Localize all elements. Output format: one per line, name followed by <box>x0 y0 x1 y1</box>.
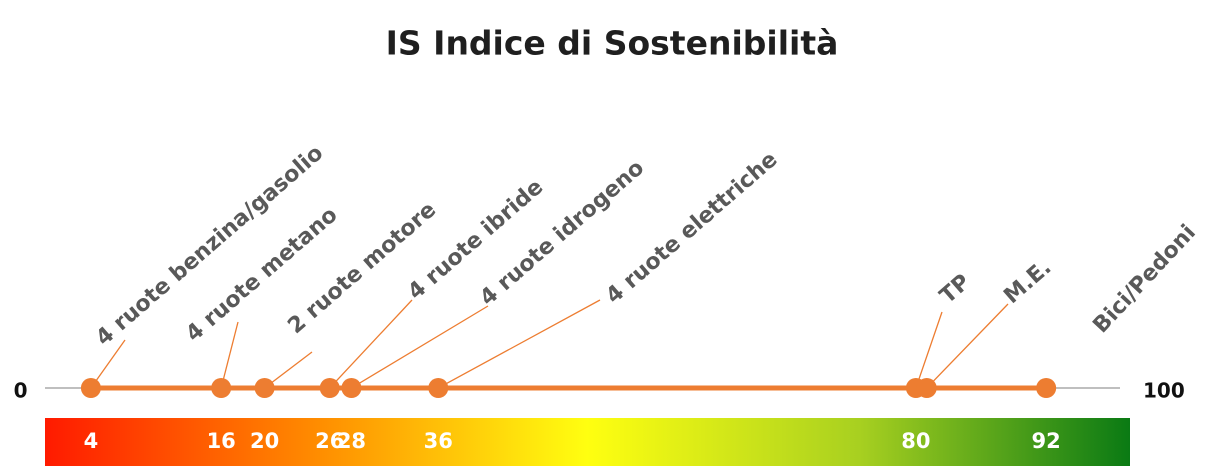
point <box>319 378 340 398</box>
x-tick-label: 100 <box>1143 379 1185 403</box>
leader-line <box>220 321 239 389</box>
value-label: 26 <box>315 429 344 453</box>
category-label: 4 ruote metano <box>181 202 342 347</box>
value-label: 20 <box>250 429 279 453</box>
category-label: M.E. <box>999 255 1056 309</box>
point <box>80 378 101 398</box>
gradient-bar <box>45 418 1130 466</box>
leader-line <box>351 305 489 389</box>
point <box>341 378 362 398</box>
leader-line <box>926 303 1009 389</box>
value-label: 92 <box>1032 429 1061 453</box>
value-label: 36 <box>424 429 453 453</box>
value-label: 80 <box>901 429 930 453</box>
chart-title: IS Indice di Sostenibilità <box>386 24 839 63</box>
category-label: 4 ruote ibride <box>403 175 548 305</box>
point <box>254 378 275 398</box>
leader-line <box>329 299 413 389</box>
leader-line <box>437 299 601 389</box>
point <box>916 378 937 398</box>
category-label: Bici/Pedoni <box>1088 220 1200 338</box>
value-label: 28 <box>337 429 366 453</box>
value-label: 4 <box>84 429 99 453</box>
point <box>428 378 449 398</box>
point <box>211 378 232 398</box>
point <box>1036 378 1057 398</box>
category-label: TP <box>935 270 975 309</box>
leader-line <box>915 311 943 389</box>
value-label: 16 <box>207 429 236 453</box>
x-tick-label: 0 <box>14 379 28 403</box>
